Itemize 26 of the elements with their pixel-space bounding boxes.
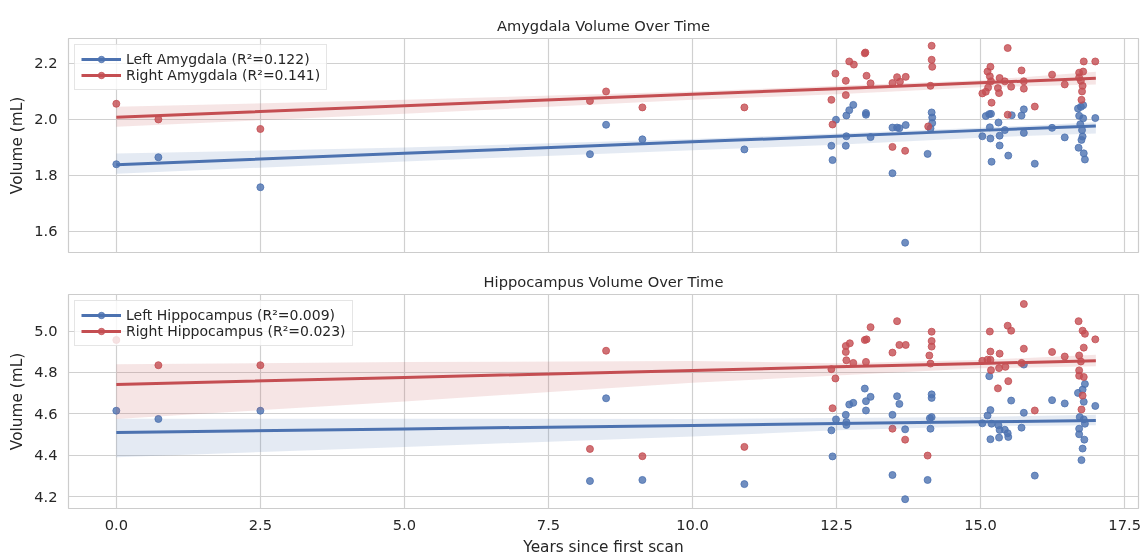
x-tick-label: 15.0	[964, 515, 997, 533]
y-axis-title: Volume (mL)	[8, 352, 27, 451]
x-tick-label: 17.5	[1108, 515, 1141, 533]
y-tick-label: 5.0	[34, 322, 58, 340]
chart-title: Amygdala Volume Over Time	[496, 16, 711, 34]
x-axis-title: Years since first scan	[522, 537, 684, 556]
legend-label: Left Hippocampus (R²=0.009)	[126, 307, 336, 323]
chart-title: Hippocampus Volume Over Time	[483, 272, 724, 290]
legend-label: Right Hippocampus (R²=0.023)	[126, 323, 346, 339]
x-tick-label: 10.0	[676, 515, 709, 533]
y-tick-label: 2.0	[34, 110, 58, 128]
y-tick-label: 2.2	[34, 54, 58, 72]
x-tick-label: 0.0	[104, 515, 128, 533]
x-tick-label: 5.0	[392, 515, 417, 533]
y-tick-label: 4.4	[34, 446, 58, 464]
legend-label: Left Amygdala (R²=0.122)	[126, 51, 310, 67]
legend-label: Right Amygdala (R²=0.141)	[126, 67, 321, 83]
y-tick-label: 4.6	[34, 404, 58, 422]
x-tick-label: 12.5	[820, 515, 853, 533]
y-tick-label: 4.2	[34, 487, 58, 505]
y-tick-label: 1.6	[34, 222, 58, 240]
x-tick-label: 7.5	[536, 515, 561, 533]
y-axis-title: Volume (mL)	[8, 96, 27, 195]
x-tick-label: 2.5	[248, 515, 273, 533]
y-tick-label: 1.8	[34, 166, 58, 184]
y-tick-label: 4.8	[34, 363, 58, 381]
